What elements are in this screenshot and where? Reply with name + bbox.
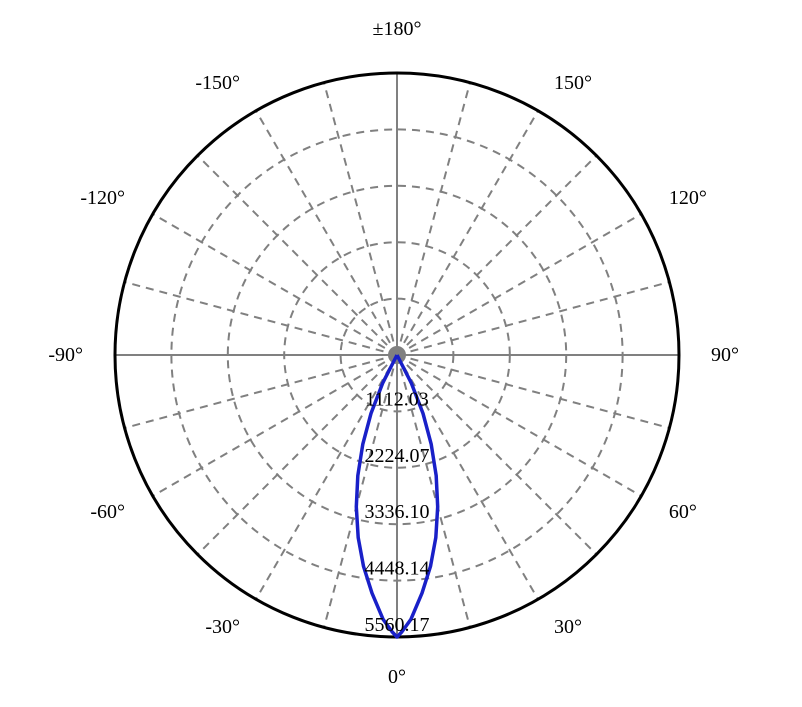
angle-label: 60° (669, 501, 697, 523)
angle-label: -90° (48, 344, 83, 366)
radial-label: 4448.14 (365, 558, 430, 580)
radial-label: 2224.07 (365, 445, 430, 467)
angle-label: 120° (669, 187, 707, 209)
angle-label: -30° (205, 616, 240, 638)
angle-label: -60° (90, 501, 125, 523)
angle-label: -120° (80, 187, 125, 209)
radial-label: 3336.10 (365, 501, 430, 523)
polar-svg: 1112.03 2224.07 3336.10 4448.14 5560.17 ±180°… (0, 0, 802, 707)
angle-label: ±180° (373, 18, 422, 40)
angle-label: 0° (388, 666, 406, 688)
polar-chart: 1112.03 2224.07 3336.10 4448.14 5560.17 ±180°… (0, 0, 802, 707)
radial-label: 5560.17 (365, 614, 430, 636)
angle-label: -150° (195, 72, 240, 94)
angle-label: 90° (711, 344, 739, 366)
radial-label: 1112.03 (365, 388, 429, 410)
angle-label: 30° (554, 616, 582, 638)
angle-label: 150° (554, 72, 592, 94)
